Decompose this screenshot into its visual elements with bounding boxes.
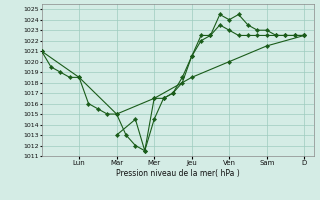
X-axis label: Pression niveau de la mer( hPa ): Pression niveau de la mer( hPa ) [116,169,239,178]
